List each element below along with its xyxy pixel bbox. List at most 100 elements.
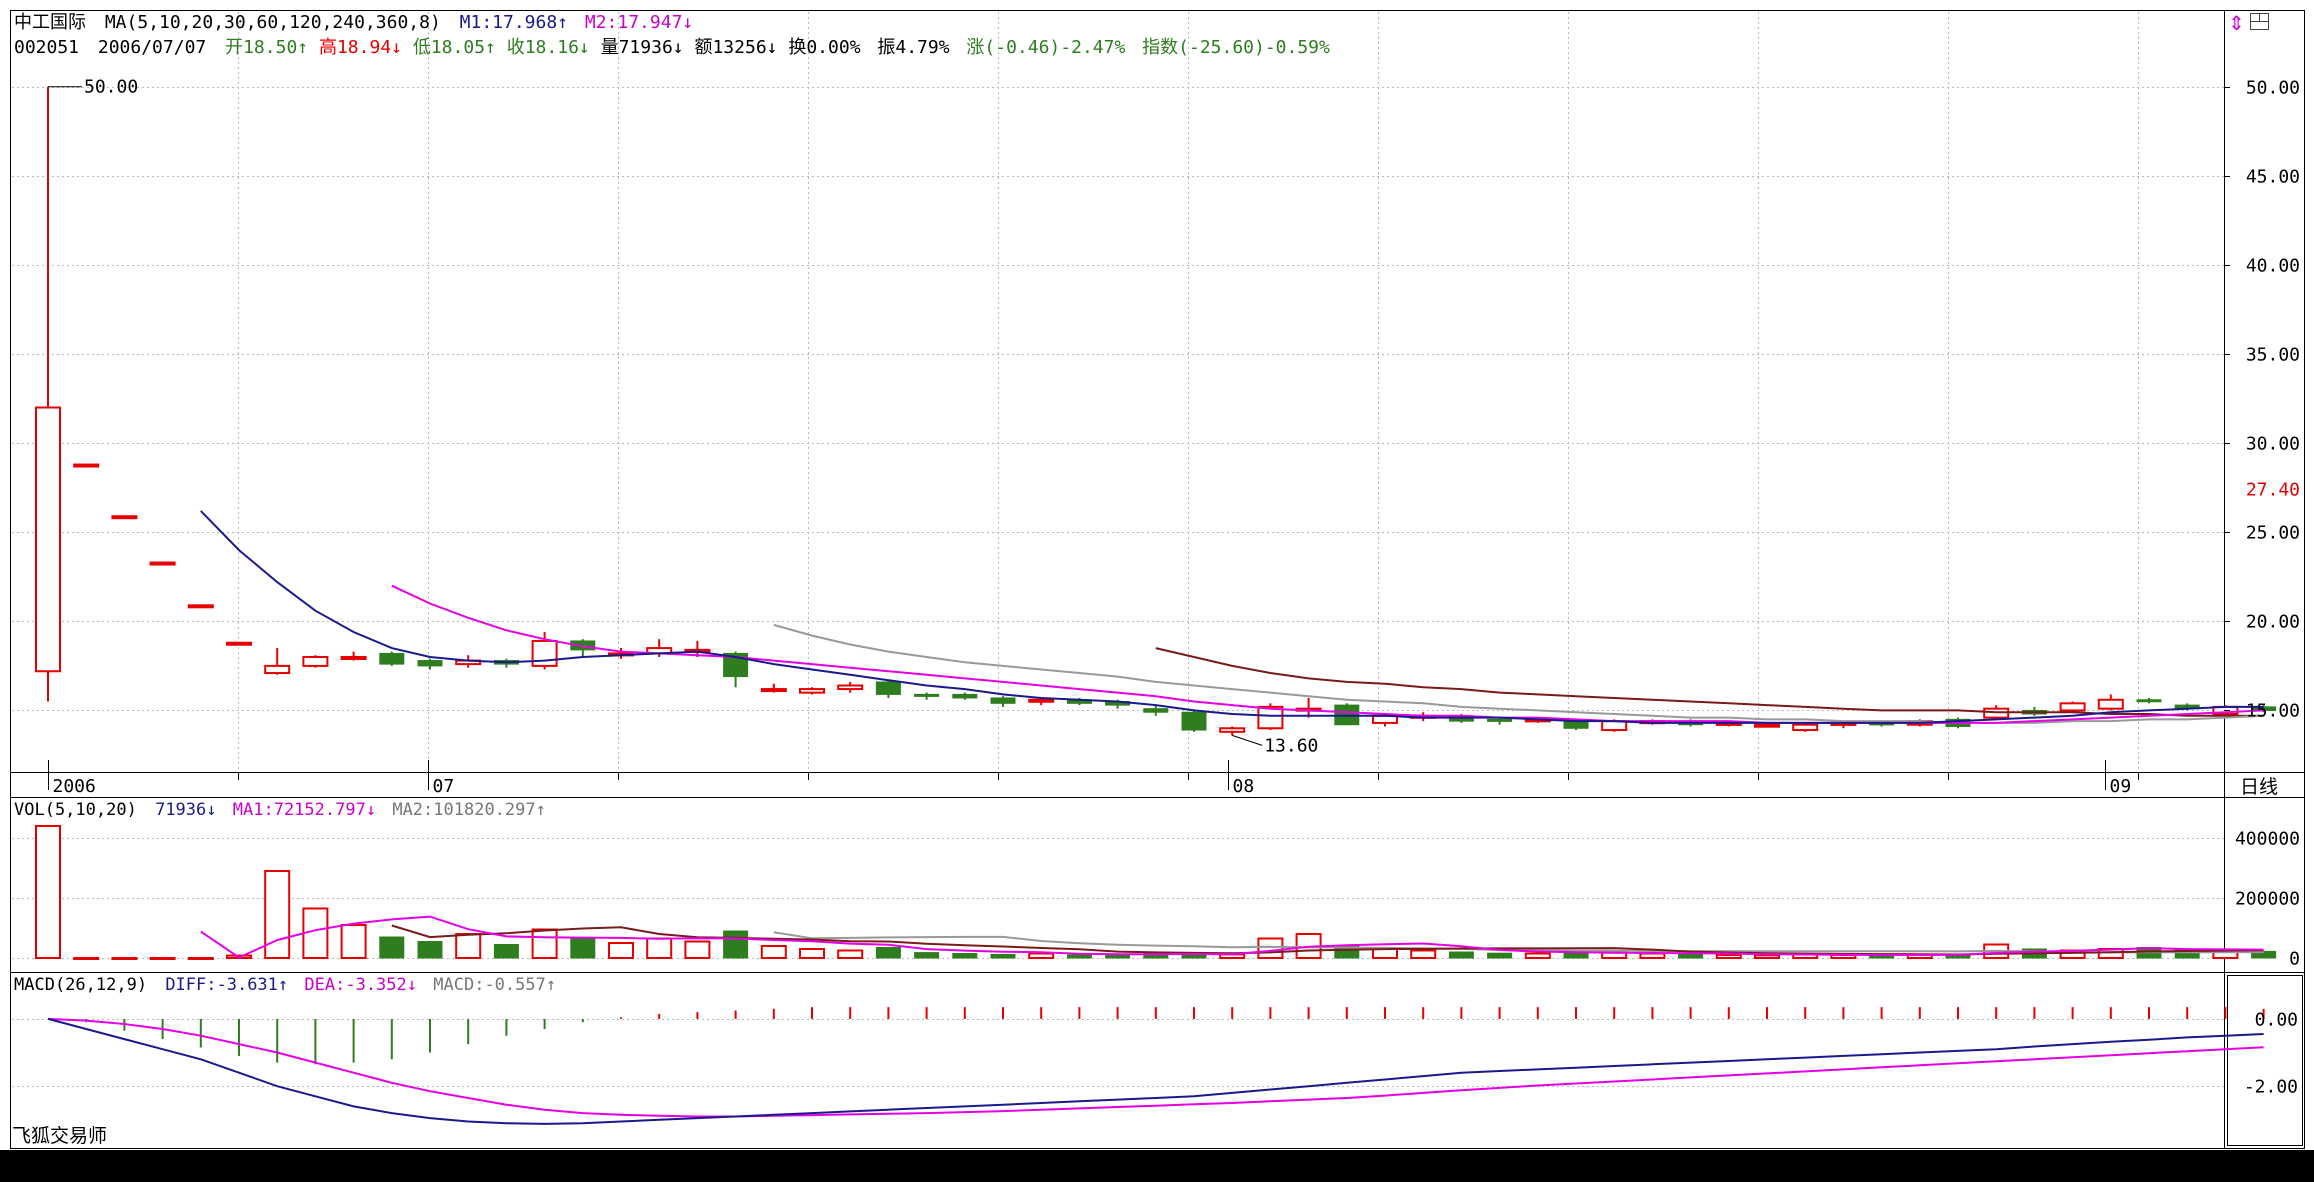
- candle[interactable]: [1792, 722, 1819, 732]
- svg-text:13.60: 13.60: [1264, 735, 1318, 756]
- ma3-line: [773, 623, 2264, 724]
- volume-bar[interactable]: [35, 825, 61, 959]
- arrows-icon[interactable]: ⇕: [2228, 11, 2245, 35]
- macd-value: MACD:-0.557: [433, 975, 546, 995]
- ma4-line: [1155, 647, 2264, 717]
- volume-panel-arrow-icon: ↓: [206, 800, 216, 820]
- bar-date: 2006/07/07: [98, 37, 206, 58]
- volume-bar[interactable]: [2251, 950, 2277, 959]
- macd-axis-box: [2227, 975, 2303, 1146]
- volume-ma1-arrow-icon: ↓: [366, 800, 376, 820]
- volume-bar[interactable]: [111, 957, 138, 960]
- volume-bar[interactable]: [646, 937, 673, 959]
- volume-bar[interactable]: [1524, 952, 1551, 959]
- volume-bar[interactable]: [531, 928, 558, 959]
- candle[interactable]: [799, 687, 825, 695]
- volume-bar[interactable]: [1448, 951, 1474, 959]
- volume-bar[interactable]: [837, 949, 864, 959]
- candle[interactable]: [340, 651, 367, 661]
- volume-bar[interactable]: [799, 948, 825, 959]
- high-value: 高18.94: [319, 37, 391, 58]
- volume-bar[interactable]: [1678, 953, 1704, 959]
- time-axis-label: 07: [433, 776, 455, 797]
- volume-bar[interactable]: [417, 941, 443, 959]
- volume-panel-value: 71936: [155, 800, 206, 820]
- volume-bar[interactable]: [379, 936, 405, 959]
- volume-bar[interactable]: [1639, 952, 1666, 959]
- volume-bar[interactable]: [1028, 952, 1055, 959]
- stock-name: 中工国际: [14, 12, 86, 33]
- candle[interactable]: [73, 463, 100, 468]
- volume-tick-label: 0: [2289, 949, 2300, 970]
- macd-tick-label: 0.00: [2255, 1010, 2298, 1031]
- volume-bar[interactable]: [1257, 937, 1284, 959]
- volume-bar[interactable]: [340, 924, 367, 959]
- candle[interactable]: [875, 680, 901, 698]
- volume-bar[interactable]: [149, 957, 176, 960]
- volume-bar[interactable]: [760, 945, 787, 959]
- svg-text:002051 2006/07/07 开18.: 002051 2006/07/07 开18.50↑ 高18.94↓ 低18.05…: [14, 37, 1330, 58]
- candle[interactable]: [990, 696, 1016, 707]
- candle[interactable]: [1334, 703, 1360, 726]
- index-change-value: 指数(-25.60)-0.59%: [1142, 37, 1330, 58]
- candle[interactable]: [1219, 726, 1246, 736]
- volume-bar[interactable]: [455, 933, 482, 959]
- volume-value: 量71936: [601, 37, 673, 58]
- volume-bar[interactable]: [187, 957, 214, 960]
- volume-panel-title: VOL(5,10,20): [14, 800, 137, 820]
- volume-bar[interactable]: [723, 930, 749, 959]
- candle[interactable]: [723, 651, 749, 688]
- price-tick-label: 20.00: [2246, 612, 2300, 633]
- volume-ma2: MA2:101820.297: [392, 800, 535, 820]
- stock-code: 002051: [14, 37, 79, 58]
- volume-bar[interactable]: [73, 957, 100, 960]
- candle[interactable]: [1257, 703, 1284, 731]
- candle[interactable]: [111, 515, 138, 520]
- volume-bar[interactable]: [570, 938, 596, 959]
- volume-bar[interactable]: [608, 942, 634, 959]
- candle[interactable]: [914, 692, 940, 700]
- amplitude-value: 振4.79%: [877, 37, 949, 58]
- low-arrow-icon: ↑: [485, 37, 496, 58]
- volume-bar[interactable]: [1410, 949, 1437, 959]
- candle[interactable]: [952, 692, 978, 700]
- window-icon[interactable]: [2250, 13, 2269, 30]
- volume-ma2-arrow-icon: ↑: [536, 800, 546, 820]
- volume-bar[interactable]: [1066, 954, 1092, 959]
- candle[interactable]: [760, 683, 787, 693]
- candle[interactable]: [1295, 697, 1322, 718]
- macd-panel-title: MACD(26,12,9): [14, 975, 147, 995]
- candle[interactable]: [149, 561, 176, 566]
- period-label[interactable]: 日线: [2240, 776, 2278, 798]
- volume-tick-label: 200000: [2235, 889, 2300, 910]
- volume-bar[interactable]: [1754, 954, 1780, 959]
- candle[interactable]: [302, 655, 329, 668]
- candle[interactable]: [187, 604, 214, 609]
- candle[interactable]: [2059, 701, 2086, 713]
- volume-bar[interactable]: [1487, 952, 1513, 959]
- candle[interactable]: [35, 86, 61, 702]
- volume-bar[interactable]: [914, 952, 940, 959]
- volume-bar[interactable]: [952, 953, 978, 959]
- volume-bar[interactable]: [493, 944, 519, 959]
- volume-bar[interactable]: [1715, 954, 1742, 959]
- m2-value: M2:17.947: [585, 12, 683, 33]
- volume-bar[interactable]: [875, 947, 901, 959]
- time-axis-label: 08: [1233, 776, 1255, 797]
- volume-ma5-line: [200, 915, 2264, 959]
- candle[interactable]: [1181, 710, 1207, 732]
- volume-bar[interactable]: [990, 953, 1016, 959]
- candle[interactable]: [2097, 694, 2124, 711]
- candle[interactable]: [226, 641, 252, 646]
- candle[interactable]: [379, 651, 405, 666]
- amount-value: 额13256: [694, 37, 766, 58]
- volume-bar[interactable]: [684, 940, 711, 959]
- candle[interactable]: [837, 681, 864, 693]
- m1-arrow-icon: ↑: [557, 12, 568, 33]
- candle[interactable]: [2136, 697, 2162, 704]
- candle[interactable]: [264, 648, 291, 675]
- candle[interactable]: [417, 658, 443, 670]
- macd-dea: DEA:-3.352: [304, 975, 406, 995]
- high-arrow-icon: ↓: [391, 37, 402, 58]
